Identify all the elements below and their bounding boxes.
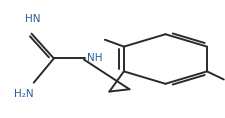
Text: H₂N: H₂N [14, 89, 33, 99]
Text: NH: NH [87, 53, 102, 63]
Text: HN: HN [25, 14, 40, 24]
